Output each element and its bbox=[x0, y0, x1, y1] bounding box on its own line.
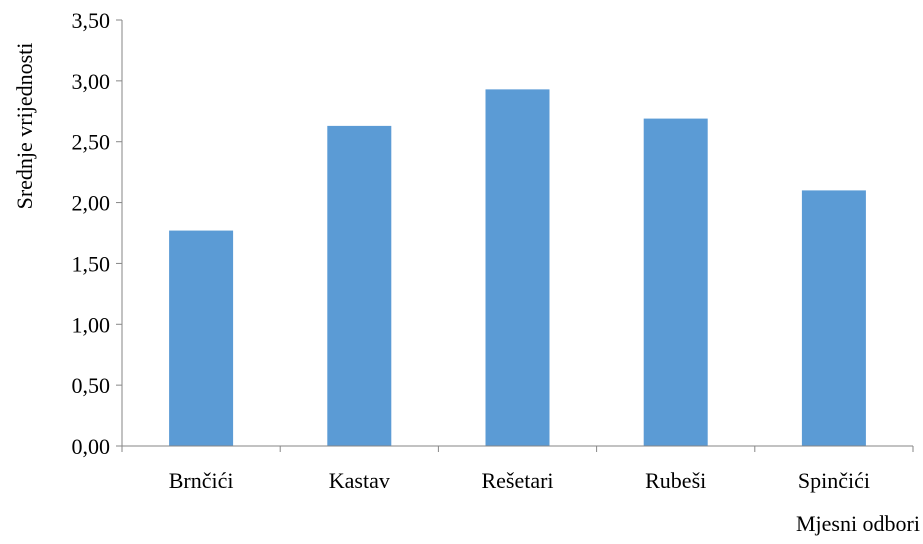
y-tick-label: 1,50 bbox=[72, 251, 111, 276]
y-tick-label: 0,50 bbox=[72, 373, 111, 398]
x-tick-label: Rešetari bbox=[481, 468, 553, 493]
x-tick-label: Spinčići bbox=[798, 468, 870, 493]
y-tick-label: 3,50 bbox=[72, 8, 111, 33]
bar bbox=[643, 118, 708, 447]
bar bbox=[327, 125, 392, 447]
y-axis-ticks: 0,00 0,50 1,00 1,50 2,00 2,50 3,00 3,50 bbox=[72, 8, 122, 459]
x-tick-label: Rubeši bbox=[645, 468, 706, 493]
x-axis-title: Mjesni odbori bbox=[796, 511, 920, 536]
x-tick-label: Brnčići bbox=[169, 468, 234, 493]
y-tick-label: 2,00 bbox=[72, 191, 111, 216]
y-tick-label: 1,00 bbox=[72, 312, 111, 337]
y-axis-title: Srednje vrijednosti bbox=[12, 43, 37, 210]
bar bbox=[801, 190, 866, 446]
x-axis-ticks: Brnčići Kastav Rešetari Rubeši Spinčići bbox=[121, 446, 914, 493]
bars-group bbox=[169, 89, 866, 447]
bar bbox=[169, 230, 234, 446]
y-tick-label: 2,50 bbox=[72, 130, 111, 155]
x-tick-label: Kastav bbox=[329, 468, 390, 493]
y-tick-label: 3,00 bbox=[72, 69, 111, 94]
bar bbox=[485, 89, 550, 447]
y-tick-label: 0,00 bbox=[72, 434, 111, 459]
